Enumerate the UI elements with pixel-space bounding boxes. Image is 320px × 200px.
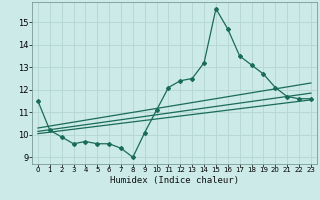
- X-axis label: Humidex (Indice chaleur): Humidex (Indice chaleur): [110, 176, 239, 185]
